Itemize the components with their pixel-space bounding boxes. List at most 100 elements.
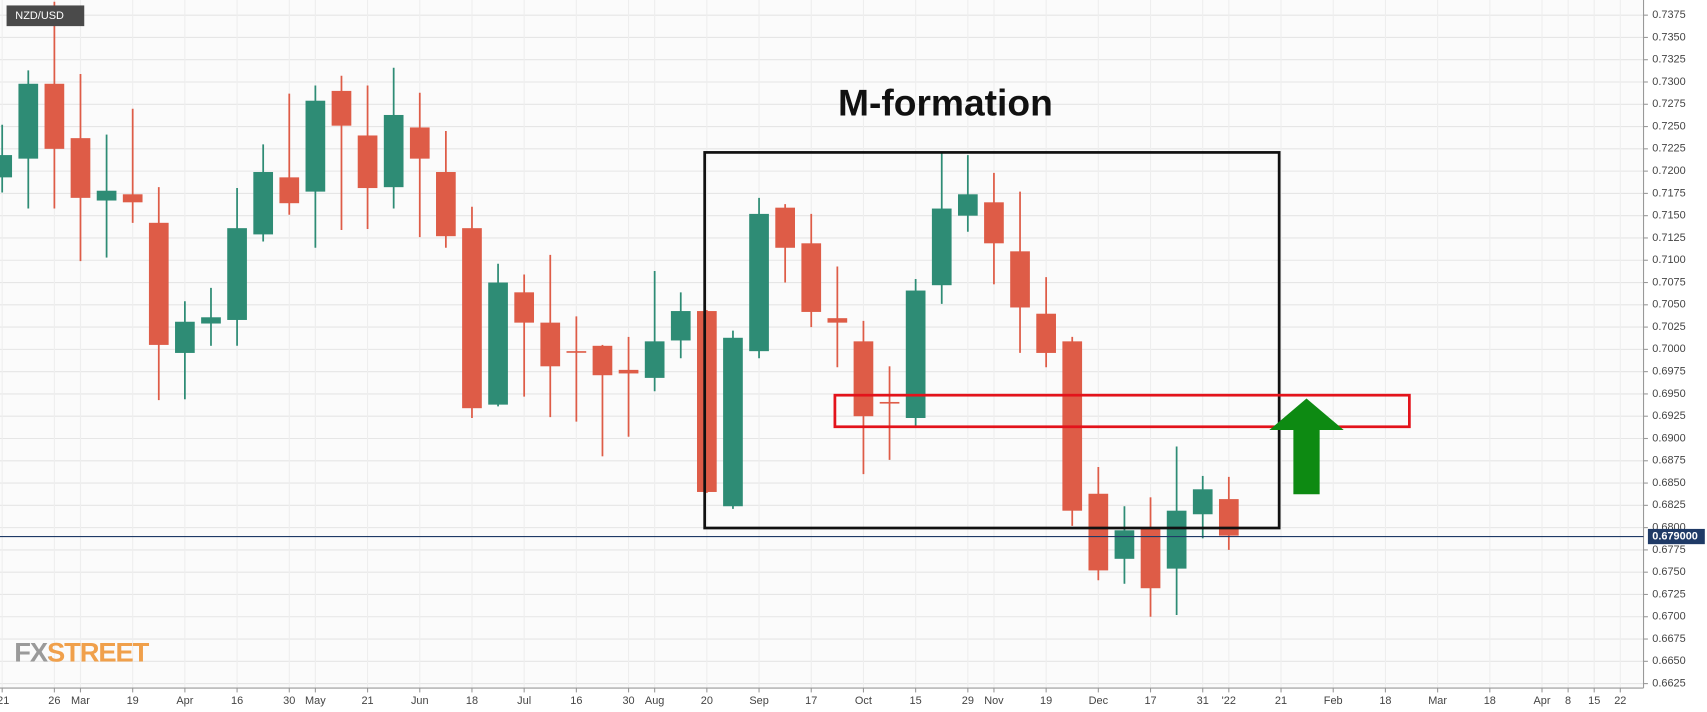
x-tick-label: Aug <box>645 695 664 707</box>
annotation: M-formation <box>838 81 1053 123</box>
x-tick-label: 17 <box>805 695 817 707</box>
x-tick-label: Apr <box>1533 695 1550 707</box>
candle-body <box>566 351 587 353</box>
x-tick-label: Nov <box>984 695 1004 707</box>
y-tick-label: 0.6800 <box>1652 522 1685 534</box>
candle-body <box>436 172 456 237</box>
x-tick-label: May <box>305 695 326 707</box>
x-tick-label: 29 <box>962 695 974 707</box>
y-tick-label: 0.7325 <box>1652 54 1685 66</box>
candle-body <box>618 369 639 374</box>
x-tick-label: 26 <box>48 695 60 707</box>
y-tick-label: 0.7200 <box>1652 165 1685 177</box>
x-tick-label: 16 <box>570 695 582 707</box>
y-tick-label: 0.7075 <box>1652 276 1685 288</box>
y-tick-label: 0.7125 <box>1652 232 1685 244</box>
x-tick-label: 30 <box>283 695 295 707</box>
axes: 0.6625 0.6650 0.6675 0.6700 0.6725 0.6750 0.67… <box>0 9 1705 707</box>
x-tick-label: 21 <box>361 695 373 707</box>
y-tick-label: 0.7175 <box>1652 187 1685 199</box>
x-tick-label: 16 <box>231 695 243 707</box>
candle-body <box>879 401 900 404</box>
x-tick-label: 15 <box>1588 695 1600 707</box>
y-tick-label: 0.7350 <box>1652 31 1685 43</box>
x-tick-label: 19 <box>1040 695 1052 707</box>
candle-body <box>227 228 247 320</box>
candle-body <box>697 311 717 492</box>
candle-body <box>670 311 691 341</box>
candle-body <box>305 100 326 192</box>
candle-body <box>148 222 169 345</box>
candle-body <box>279 177 300 204</box>
x-tick-label: 19 <box>127 695 139 707</box>
candle-body <box>1010 251 1030 308</box>
up-arrow <box>1269 398 1344 495</box>
candle-body <box>409 127 430 159</box>
candle-body <box>253 172 274 235</box>
y-tick-label: 0.7250 <box>1652 120 1685 132</box>
candle-body <box>488 282 508 405</box>
candle-body <box>749 213 769 352</box>
candles <box>0 1 1239 617</box>
x-tick-label: 20 <box>701 695 713 707</box>
candle-body <box>1088 493 1109 571</box>
candle-body <box>175 321 195 353</box>
candle-body <box>514 292 535 323</box>
x-tick-label: Feb <box>1324 695 1343 707</box>
y-tick-label: 0.6825 <box>1652 499 1685 511</box>
y-tick-label: 0.7275 <box>1652 98 1685 110</box>
y-tick-label: 0.6750 <box>1652 566 1685 578</box>
last-price-label: 0.679000 <box>1652 530 1698 542</box>
y-tick-label: 0.6975 <box>1652 366 1685 378</box>
y-tick-label: 0.7375 <box>1652 9 1685 21</box>
y-tick-label: 0.6950 <box>1652 388 1685 400</box>
resistance-zone <box>833 393 1411 429</box>
logo: FXSTREET <box>14 637 149 668</box>
candle-body <box>1140 528 1161 589</box>
y-tick-label: 0.6850 <box>1652 477 1685 489</box>
x-tick-label: 18 <box>466 695 478 707</box>
candle-body <box>1036 313 1056 353</box>
x-tick-label: 15 <box>910 695 922 707</box>
x-tick-label: '21 <box>0 695 9 707</box>
candle-body <box>905 290 926 418</box>
candle-body <box>1218 499 1239 536</box>
candle-body <box>331 90 352 126</box>
candle-body <box>70 138 91 198</box>
candle-body <box>462 228 482 409</box>
candle-body <box>957 194 978 216</box>
chart-title: NZD/USD <box>15 10 64 22</box>
candle-body <box>931 208 952 286</box>
candle-body <box>1192 489 1213 515</box>
y-tick-label: 0.7000 <box>1652 343 1685 355</box>
candle-body <box>827 318 848 323</box>
y-tick-label: 0.6650 <box>1652 655 1685 667</box>
x-tick-label: 18 <box>1484 695 1496 707</box>
candle-body <box>984 202 1004 244</box>
y-tick-label: 0.6775 <box>1652 544 1685 556</box>
candle-body <box>44 83 65 149</box>
x-tick-label: 30 <box>622 695 634 707</box>
candle-body <box>801 243 822 312</box>
candle-body <box>201 317 221 324</box>
candle-body <box>723 337 743 507</box>
candle-body <box>853 341 874 417</box>
y-tick-label: 0.7050 <box>1652 299 1685 311</box>
y-tick-label: 0.6700 <box>1652 611 1685 623</box>
x-tick-label: Sep <box>749 695 768 707</box>
y-tick-label: 0.6625 <box>1652 677 1685 689</box>
x-tick-label: Jun <box>411 695 429 707</box>
m-formation-box <box>703 151 1281 530</box>
x-tick-label: 8 <box>1565 695 1571 707</box>
symbol-badge <box>6 5 85 27</box>
candle-body <box>357 135 378 189</box>
x-tick-label: Dec <box>1089 695 1109 707</box>
x-tick-label: 22 <box>1614 695 1626 707</box>
y-tick-label: 0.6675 <box>1652 633 1685 645</box>
candle-body <box>592 345 613 376</box>
candle-body <box>540 322 561 367</box>
x-tick-label: 18 <box>1379 695 1391 707</box>
candle-body <box>96 190 117 201</box>
x-tick-label: '22 <box>1222 695 1236 707</box>
